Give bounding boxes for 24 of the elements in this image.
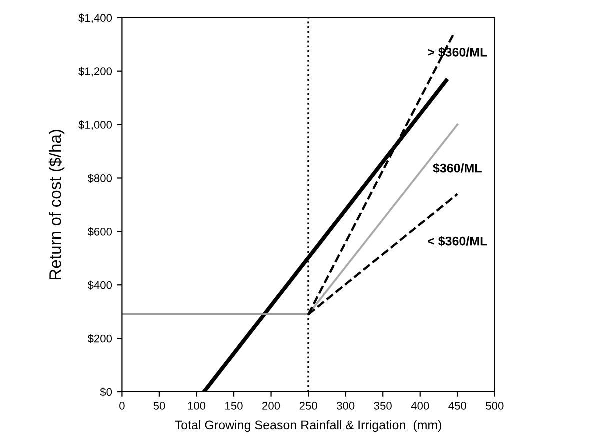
annotation: > $360/ML	[428, 47, 488, 58]
x-tick-label: 50	[154, 402, 166, 410]
x-tick-label: 500	[486, 402, 504, 410]
y-tick-label: $1,200	[78, 67, 112, 77]
x-tick-label: 200	[262, 402, 280, 410]
annotation: $360/ML	[433, 163, 482, 174]
annotation: < $360/ML	[428, 236, 488, 247]
x-axis-title: Total Growing Season Rainfall & Irrigation (mm)	[175, 420, 442, 432]
y-tick-label: $600	[88, 227, 112, 236]
x-tick-label: 150	[226, 402, 243, 410]
x-tick-label: 450	[448, 402, 466, 410]
y-tick-label: $200	[88, 334, 112, 344]
x-tick-label: 300	[336, 402, 355, 410]
y-tick-label: $0	[100, 388, 112, 397]
x-tick-label: 100	[188, 402, 206, 410]
x-tick-label: 400	[411, 402, 430, 410]
x-tick-label: 250	[300, 402, 318, 410]
y-tick-label: $800	[88, 174, 112, 184]
y-tick-label: $1,400	[78, 14, 112, 24]
x-tick-label: 0	[120, 402, 125, 410]
y-axis-title: Return of cost ($/ha)	[48, 130, 65, 280]
x-tick-label: 350	[374, 402, 392, 410]
y-tick-label: $400	[88, 280, 112, 290]
y-tick-label: $1,000	[78, 120, 112, 130]
